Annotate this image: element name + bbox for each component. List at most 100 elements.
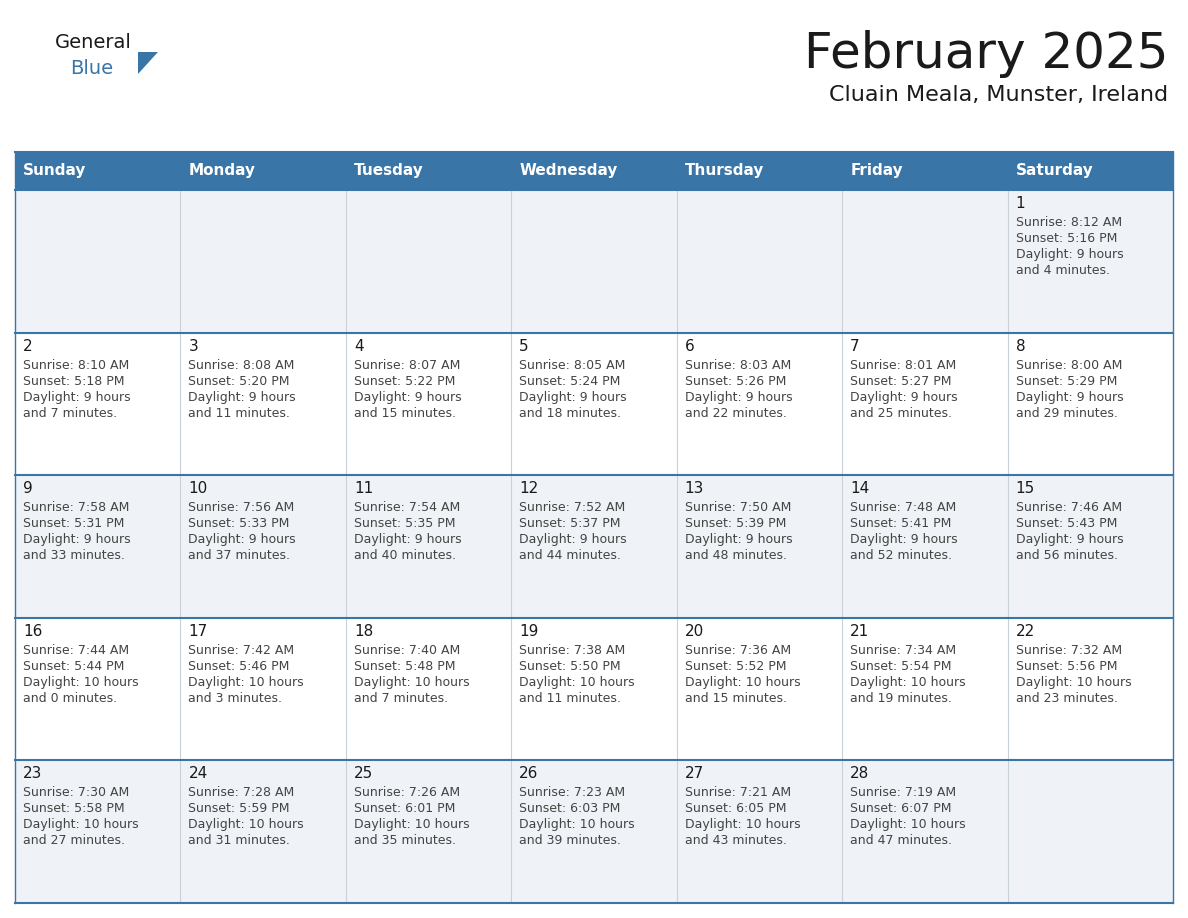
- Text: Sunset: 5:46 PM: Sunset: 5:46 PM: [189, 660, 290, 673]
- Text: Sunrise: 7:44 AM: Sunrise: 7:44 AM: [23, 644, 129, 656]
- Text: 16: 16: [23, 624, 43, 639]
- Text: and 23 minutes.: and 23 minutes.: [1016, 692, 1118, 705]
- Text: 26: 26: [519, 767, 538, 781]
- Text: and 11 minutes.: and 11 minutes.: [519, 692, 621, 705]
- Text: Daylight: 10 hours: Daylight: 10 hours: [189, 819, 304, 832]
- Text: Sunset: 5:52 PM: Sunset: 5:52 PM: [684, 660, 786, 673]
- Text: Thursday: Thursday: [684, 163, 764, 178]
- Bar: [15, 152, 1173, 190]
- Text: Sunrise: 7:58 AM: Sunrise: 7:58 AM: [23, 501, 129, 514]
- Text: Sunrise: 7:26 AM: Sunrise: 7:26 AM: [354, 787, 460, 800]
- Text: Daylight: 10 hours: Daylight: 10 hours: [354, 819, 469, 832]
- Text: Daylight: 9 hours: Daylight: 9 hours: [189, 533, 296, 546]
- Bar: [15, 476, 1173, 618]
- Text: Sunrise: 7:48 AM: Sunrise: 7:48 AM: [851, 501, 956, 514]
- Text: and 25 minutes.: and 25 minutes.: [851, 407, 952, 420]
- Text: Sunrise: 7:50 AM: Sunrise: 7:50 AM: [684, 501, 791, 514]
- Text: Blue: Blue: [70, 59, 113, 78]
- Text: 7: 7: [851, 339, 860, 353]
- Text: Sunset: 6:05 PM: Sunset: 6:05 PM: [684, 802, 786, 815]
- Text: Daylight: 10 hours: Daylight: 10 hours: [684, 676, 801, 688]
- Text: February 2025: February 2025: [803, 30, 1168, 78]
- Text: Daylight: 9 hours: Daylight: 9 hours: [851, 533, 958, 546]
- Text: Daylight: 9 hours: Daylight: 9 hours: [23, 390, 131, 404]
- Text: Daylight: 9 hours: Daylight: 9 hours: [684, 533, 792, 546]
- Text: Sunrise: 7:40 AM: Sunrise: 7:40 AM: [354, 644, 460, 656]
- Text: 18: 18: [354, 624, 373, 639]
- Bar: [15, 760, 1173, 903]
- Text: Daylight: 9 hours: Daylight: 9 hours: [354, 390, 461, 404]
- Text: Sunset: 5:58 PM: Sunset: 5:58 PM: [23, 802, 125, 815]
- Text: Sunrise: 7:54 AM: Sunrise: 7:54 AM: [354, 501, 460, 514]
- Text: and 29 minutes.: and 29 minutes.: [1016, 407, 1118, 420]
- Text: 13: 13: [684, 481, 704, 497]
- Text: Sunset: 5:56 PM: Sunset: 5:56 PM: [1016, 660, 1117, 673]
- Text: Sunset: 5:33 PM: Sunset: 5:33 PM: [189, 517, 290, 531]
- Text: Sunset: 5:50 PM: Sunset: 5:50 PM: [519, 660, 621, 673]
- Text: Daylight: 9 hours: Daylight: 9 hours: [519, 533, 627, 546]
- Text: and 22 minutes.: and 22 minutes.: [684, 407, 786, 420]
- Text: Sunset: 5:16 PM: Sunset: 5:16 PM: [1016, 232, 1117, 245]
- Text: Daylight: 10 hours: Daylight: 10 hours: [23, 819, 139, 832]
- Text: and 52 minutes.: and 52 minutes.: [851, 549, 952, 562]
- Text: and 33 minutes.: and 33 minutes.: [23, 549, 125, 562]
- Text: Saturday: Saturday: [1016, 163, 1093, 178]
- Text: and 18 minutes.: and 18 minutes.: [519, 407, 621, 420]
- Text: Daylight: 9 hours: Daylight: 9 hours: [189, 390, 296, 404]
- Text: Sunrise: 8:05 AM: Sunrise: 8:05 AM: [519, 359, 626, 372]
- Text: Daylight: 10 hours: Daylight: 10 hours: [189, 676, 304, 688]
- Text: Sunrise: 8:01 AM: Sunrise: 8:01 AM: [851, 359, 956, 372]
- Text: Sunset: 5:24 PM: Sunset: 5:24 PM: [519, 375, 620, 387]
- Text: Daylight: 10 hours: Daylight: 10 hours: [519, 676, 634, 688]
- Text: 9: 9: [23, 481, 33, 497]
- Text: Daylight: 10 hours: Daylight: 10 hours: [684, 819, 801, 832]
- Text: Sunrise: 8:12 AM: Sunrise: 8:12 AM: [1016, 216, 1121, 229]
- Text: 24: 24: [189, 767, 208, 781]
- Text: and 31 minutes.: and 31 minutes.: [189, 834, 290, 847]
- Text: Daylight: 9 hours: Daylight: 9 hours: [23, 533, 131, 546]
- Text: Sunset: 5:18 PM: Sunset: 5:18 PM: [23, 375, 125, 387]
- Text: Sunrise: 7:36 AM: Sunrise: 7:36 AM: [684, 644, 791, 656]
- Text: and 48 minutes.: and 48 minutes.: [684, 549, 786, 562]
- Text: Daylight: 10 hours: Daylight: 10 hours: [1016, 676, 1131, 688]
- Text: Daylight: 10 hours: Daylight: 10 hours: [23, 676, 139, 688]
- Text: Daylight: 10 hours: Daylight: 10 hours: [519, 819, 634, 832]
- Text: and 27 minutes.: and 27 minutes.: [23, 834, 125, 847]
- Text: Sunrise: 7:46 AM: Sunrise: 7:46 AM: [1016, 501, 1121, 514]
- Text: 15: 15: [1016, 481, 1035, 497]
- Text: and 11 minutes.: and 11 minutes.: [189, 407, 290, 420]
- Text: Sunset: 6:07 PM: Sunset: 6:07 PM: [851, 802, 952, 815]
- Text: 27: 27: [684, 767, 704, 781]
- Text: 28: 28: [851, 767, 870, 781]
- Text: 20: 20: [684, 624, 704, 639]
- Text: Sunday: Sunday: [23, 163, 87, 178]
- Text: Sunrise: 8:08 AM: Sunrise: 8:08 AM: [189, 359, 295, 372]
- Text: Daylight: 9 hours: Daylight: 9 hours: [1016, 533, 1123, 546]
- Text: and 39 minutes.: and 39 minutes.: [519, 834, 621, 847]
- Text: Sunrise: 7:30 AM: Sunrise: 7:30 AM: [23, 787, 129, 800]
- Text: and 7 minutes.: and 7 minutes.: [354, 692, 448, 705]
- Text: Sunrise: 7:28 AM: Sunrise: 7:28 AM: [189, 787, 295, 800]
- Text: Sunrise: 7:42 AM: Sunrise: 7:42 AM: [189, 644, 295, 656]
- Bar: [15, 190, 1173, 332]
- Text: Sunrise: 8:10 AM: Sunrise: 8:10 AM: [23, 359, 129, 372]
- Text: General: General: [55, 33, 132, 52]
- Text: 14: 14: [851, 481, 870, 497]
- Text: Daylight: 10 hours: Daylight: 10 hours: [354, 676, 469, 688]
- Text: and 35 minutes.: and 35 minutes.: [354, 834, 456, 847]
- Text: Sunrise: 8:07 AM: Sunrise: 8:07 AM: [354, 359, 460, 372]
- Text: Sunset: 5:43 PM: Sunset: 5:43 PM: [1016, 517, 1117, 531]
- Text: Sunset: 5:27 PM: Sunset: 5:27 PM: [851, 375, 952, 387]
- Text: Daylight: 9 hours: Daylight: 9 hours: [354, 533, 461, 546]
- Text: Sunset: 5:44 PM: Sunset: 5:44 PM: [23, 660, 125, 673]
- Polygon shape: [138, 52, 158, 74]
- Text: 1: 1: [1016, 196, 1025, 211]
- Text: Sunset: 6:01 PM: Sunset: 6:01 PM: [354, 802, 455, 815]
- Text: 3: 3: [189, 339, 198, 353]
- Text: and 44 minutes.: and 44 minutes.: [519, 549, 621, 562]
- Text: 4: 4: [354, 339, 364, 353]
- Text: 2: 2: [23, 339, 32, 353]
- Text: Cluain Meala, Munster, Ireland: Cluain Meala, Munster, Ireland: [829, 85, 1168, 105]
- Text: Sunrise: 7:52 AM: Sunrise: 7:52 AM: [519, 501, 626, 514]
- Text: Monday: Monday: [189, 163, 255, 178]
